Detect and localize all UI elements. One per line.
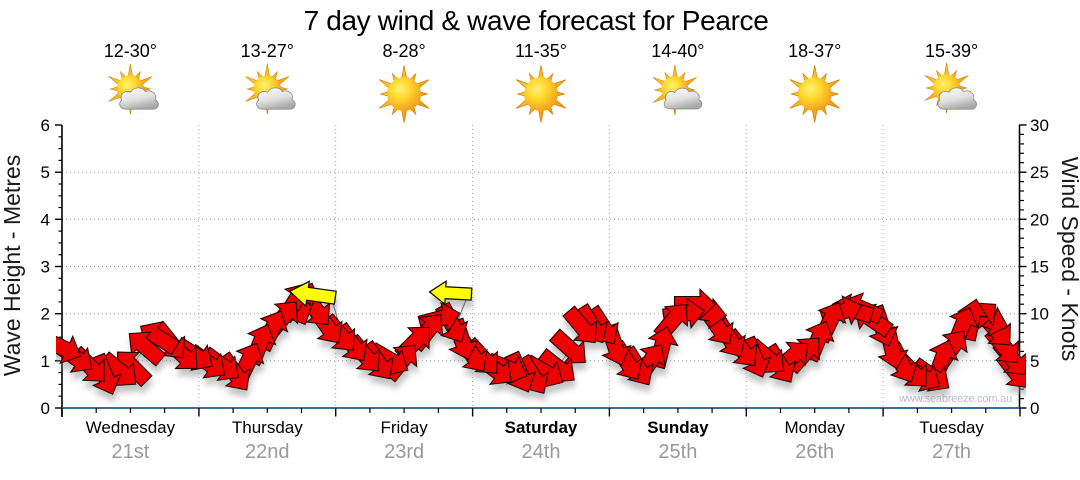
svg-text:20: 20	[1030, 210, 1049, 229]
svg-text:0: 0	[1030, 399, 1039, 418]
svg-text:Friday: Friday	[380, 418, 428, 437]
svg-text:8-28°: 8-28°	[382, 41, 425, 61]
svg-text:26th: 26th	[795, 441, 834, 463]
svg-text:4: 4	[41, 210, 50, 229]
svg-text:23rd: 23rd	[384, 441, 424, 463]
svg-text:11-35°: 11-35°	[515, 41, 567, 61]
svg-text:12-30°: 12-30°	[104, 41, 157, 61]
svg-text:7 day wind & wave forecast for: 7 day wind & wave forecast for Pearce	[304, 5, 769, 36]
svg-text:Wednesday: Wednesday	[86, 418, 176, 437]
svg-text:Sunday: Sunday	[647, 418, 709, 437]
svg-text:Tuesday: Tuesday	[919, 418, 984, 437]
svg-text:0: 0	[41, 399, 50, 418]
svg-text:25: 25	[1030, 163, 1049, 182]
svg-text:18-37°: 18-37°	[788, 41, 841, 61]
svg-text:Thursday: Thursday	[232, 418, 303, 437]
svg-text:13-27°: 13-27°	[241, 41, 294, 61]
svg-text:24th: 24th	[522, 441, 561, 463]
svg-text:Monday: Monday	[784, 418, 845, 437]
svg-text:30: 30	[1030, 116, 1049, 135]
svg-text:6: 6	[41, 116, 50, 135]
svg-text:10: 10	[1030, 305, 1049, 324]
svg-text:www.seabreeze.com.au: www.seabreeze.com.au	[898, 393, 1012, 405]
svg-text:2: 2	[41, 305, 50, 324]
svg-text:Wind Speed - Knots: Wind Speed - Knots	[1057, 157, 1080, 362]
svg-text:5: 5	[41, 163, 50, 182]
svg-text:22nd: 22nd	[245, 441, 290, 463]
svg-text:27th: 27th	[932, 441, 971, 463]
svg-text:25th: 25th	[658, 441, 697, 463]
svg-text:21st: 21st	[111, 441, 149, 463]
svg-text:15: 15	[1030, 258, 1049, 277]
svg-text:Saturday: Saturday	[505, 418, 578, 437]
svg-text:Wave Height - Metres: Wave Height - Metres	[0, 155, 25, 377]
svg-text:15-39°: 15-39°	[925, 41, 978, 61]
svg-text:3: 3	[41, 258, 50, 277]
svg-text:14-40°: 14-40°	[651, 41, 704, 61]
svg-text:5: 5	[1030, 352, 1039, 371]
svg-text:1: 1	[41, 352, 50, 371]
